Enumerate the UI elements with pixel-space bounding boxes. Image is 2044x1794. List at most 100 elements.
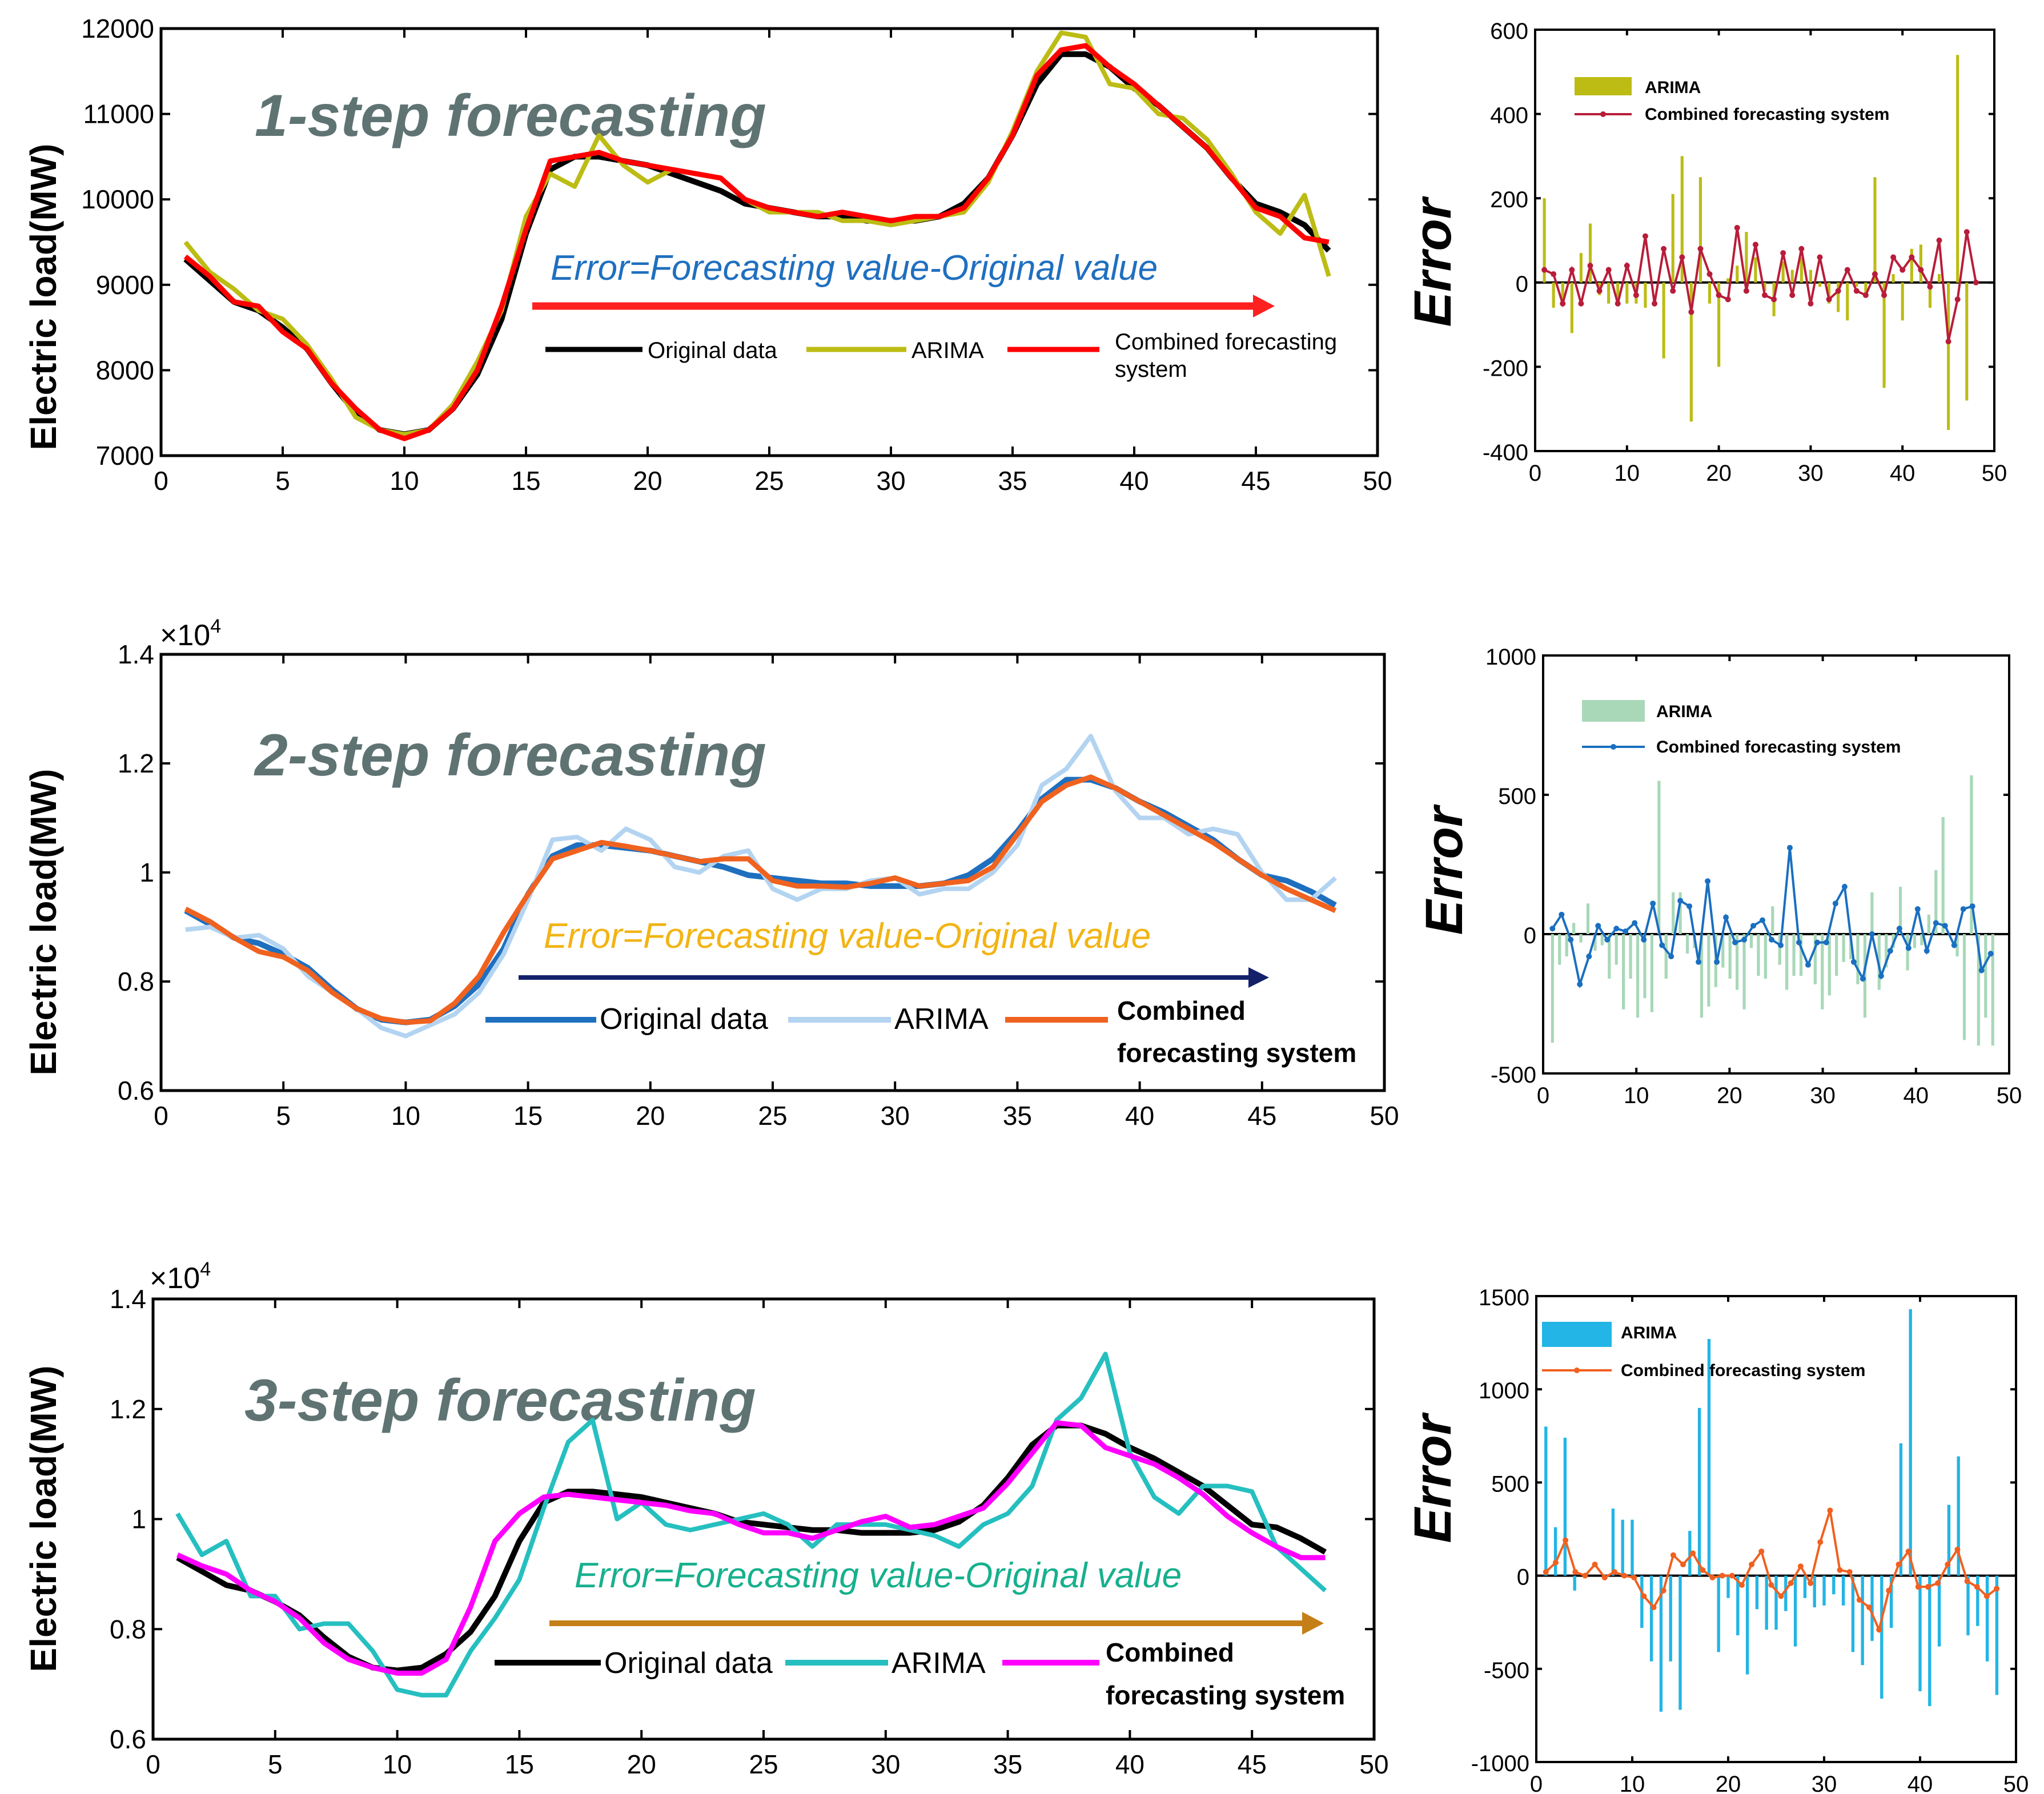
error-bar	[1544, 1426, 1548, 1576]
error-bar	[1621, 1519, 1624, 1576]
series-group	[184, 734, 1337, 1039]
error-point	[1677, 898, 1684, 904]
error-bar	[1678, 1575, 1682, 1710]
error-bar	[1941, 817, 1945, 934]
legend-label-original: Original data	[600, 1003, 768, 1036]
error-bar	[1937, 274, 1941, 283]
error-bar	[1698, 177, 1702, 283]
y-ticks: -400 -200 0 200 400 600	[1483, 19, 1994, 465]
legend-swatch-arima	[1575, 77, 1632, 95]
step-title: 3-step forecasting	[244, 1367, 756, 1434]
y-tick-label: 0.6	[118, 1076, 154, 1105]
error-bar	[1689, 282, 1693, 422]
legend-label-combined-line2: forecasting system	[1117, 1038, 1356, 1068]
error-point	[1705, 878, 1711, 884]
error-bar	[1955, 934, 1959, 957]
y-tick-label: 0	[1524, 923, 1536, 948]
error-point	[1769, 936, 1775, 943]
x-tick-label: 0	[1529, 461, 1541, 486]
error-point	[1887, 948, 1893, 954]
error-point	[1983, 1593, 1990, 1599]
x-tick-label: 40	[1904, 1083, 1929, 1108]
error-point	[1601, 1574, 1608, 1580]
legend-label-combined: Combined forecasting system	[1656, 738, 1901, 757]
error-bar	[1813, 1575, 1816, 1608]
error-point	[1963, 229, 1970, 235]
error-bar	[1781, 261, 1785, 283]
error-point	[1641, 936, 1647, 943]
error-bar	[1835, 934, 1838, 976]
error-point	[1551, 271, 1557, 277]
plot-frame	[1542, 654, 2010, 1075]
error-bar	[1607, 282, 1611, 304]
error-bar	[1664, 934, 1668, 979]
error-bar	[1736, 1575, 1740, 1636]
y-tick-label: 12000	[81, 14, 154, 43]
error-point	[1768, 1582, 1774, 1588]
y-tick-label: 0	[1517, 1565, 1529, 1590]
error-point	[1844, 267, 1850, 273]
x-tick-label: 30	[1798, 461, 1824, 486]
error-bar	[1991, 934, 1994, 1046]
error-point	[1632, 920, 1638, 926]
error-point	[1563, 1537, 1569, 1543]
error-point	[1696, 959, 1702, 965]
error-bar	[1657, 781, 1661, 934]
x-tick-label: 0	[1530, 1772, 1543, 1794]
error-point	[1942, 923, 1948, 929]
error-point	[1886, 1587, 1892, 1594]
x-tick-label: 45	[1241, 466, 1270, 496]
error-point	[1621, 1572, 1628, 1579]
error-bar	[1832, 1575, 1836, 1595]
panel-1step-error: Error -400 -200 0 200 400 600 0 10 20 30 40 50 ARI…	[1404, 19, 2007, 486]
panel-1step-main: Electric load(MW) 1-step forecasting 700…	[23, 14, 1392, 496]
x-ticks: 0 5 10 15 20 25 30 35 40 45 50	[146, 1299, 1389, 1779]
error-bar	[1793, 1575, 1797, 1647]
error-bar	[1947, 1505, 1951, 1576]
error-bar	[1755, 1575, 1759, 1610]
error-bar	[1906, 934, 1909, 971]
error-bar	[1745, 232, 1748, 283]
error-point	[1841, 884, 1848, 890]
x-tick-label: 20	[636, 1101, 665, 1131]
error-point	[1780, 250, 1786, 256]
error-point	[1741, 936, 1748, 943]
error-point	[1850, 959, 1857, 965]
error-bar	[1579, 253, 1583, 283]
legend: ARIMA Combined forecasting system	[1542, 1322, 1865, 1380]
error-bar	[1622, 934, 1625, 1009]
y-tick-label: 1.4	[118, 639, 154, 669]
error-point	[1945, 1562, 1951, 1568]
error-point	[1709, 1574, 1716, 1580]
error-point	[1660, 1587, 1666, 1594]
error-point	[1650, 900, 1656, 907]
error-bar	[1837, 282, 1840, 312]
legend-swatch-arima	[1542, 1322, 1612, 1347]
y-tick-label: 400	[1490, 103, 1528, 128]
error-point	[1661, 246, 1667, 252]
x-tick-label: 5	[275, 466, 290, 496]
error-point	[1969, 903, 1975, 910]
error-bar	[1726, 1575, 1730, 1598]
legend-label-combined-line1: Combined forecasting	[1115, 329, 1337, 355]
step-title: 1-step forecasting	[255, 83, 766, 149]
error-point	[1860, 976, 1866, 982]
error-point	[1994, 1586, 2000, 1592]
error-bar	[1736, 934, 1739, 990]
error-point	[1577, 981, 1583, 987]
error-bar	[1841, 1575, 1845, 1606]
error-point	[1872, 271, 1878, 277]
x-tick-label: 30	[876, 466, 905, 496]
error-bar	[1870, 1575, 1874, 1641]
error-bar	[1631, 1519, 1634, 1576]
x-ticks: 0 10 20 30 40 50	[1537, 655, 2022, 1108]
y-tick-label: 11000	[83, 99, 154, 129]
error-point	[1878, 973, 1884, 979]
error-equation: Error=Forecasting value-Original value	[551, 248, 1158, 288]
x-tick-label: 20	[1717, 1083, 1742, 1108]
error-point	[1866, 1604, 1872, 1611]
error-point	[1631, 1574, 1637, 1580]
x-tick-label: 35	[998, 466, 1027, 496]
y-tick-label: 1.2	[118, 749, 154, 778]
y-tick-label: 7000	[96, 441, 154, 470]
